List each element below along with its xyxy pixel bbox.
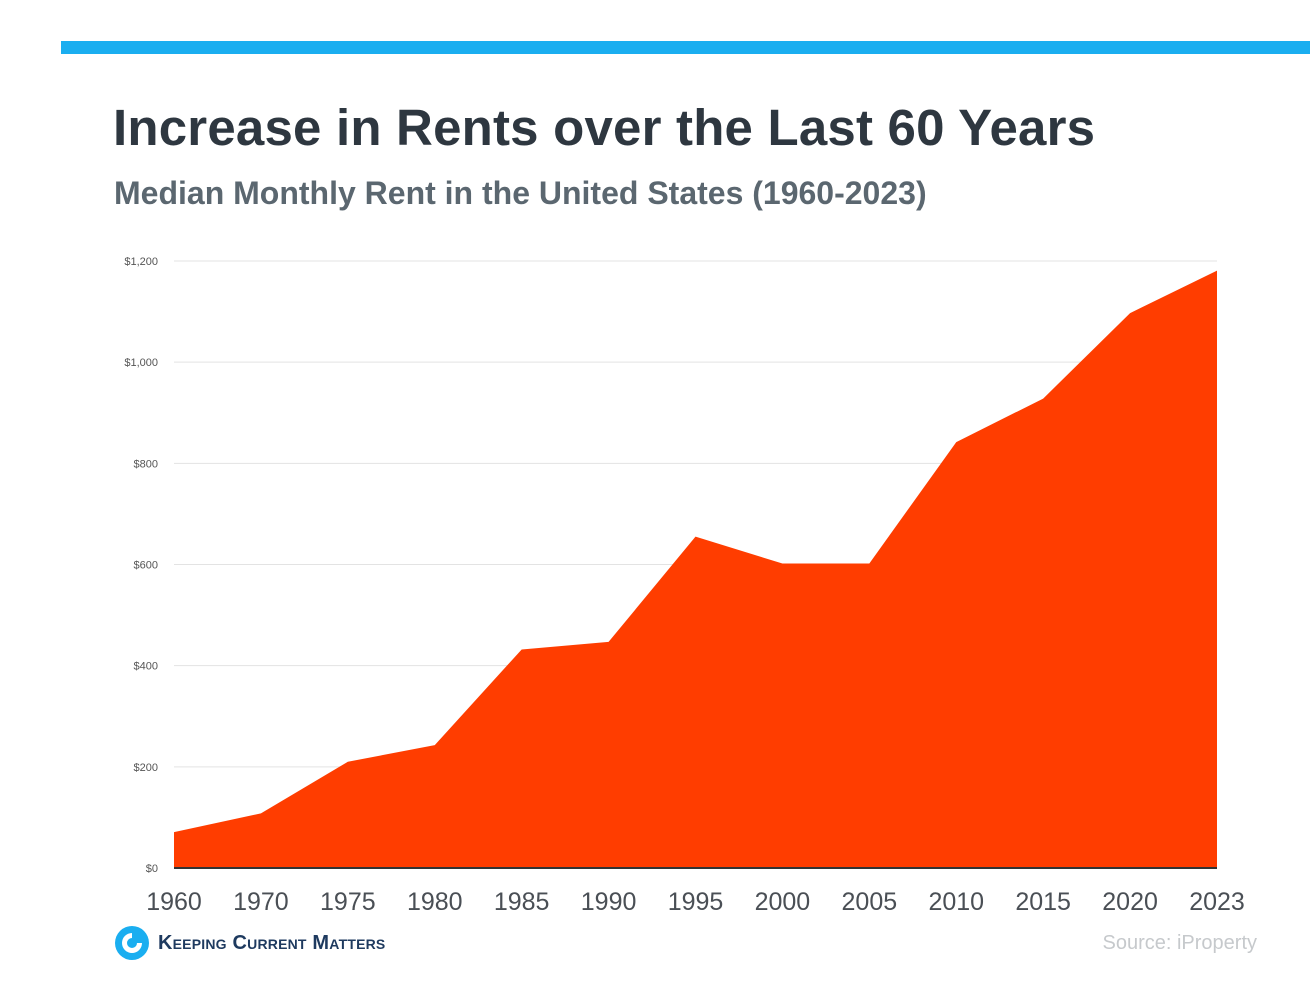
y-tick-label: $1,000: [124, 357, 158, 369]
x-tick-label: 1975: [320, 888, 376, 916]
x-tick-label: 1960: [146, 888, 202, 916]
data-point: [780, 561, 784, 565]
x-tick-label: 2000: [755, 888, 811, 916]
data-point: [172, 830, 176, 834]
data-point: [433, 743, 437, 747]
x-tick-label: 2005: [842, 888, 898, 916]
y-tick-label: $0: [146, 863, 158, 875]
data-point: [694, 535, 698, 539]
chart-title: Increase in Rents over the Last 60 Years: [113, 99, 1096, 156]
data-point: [346, 760, 350, 764]
area-series-median-monthly-rent: [174, 270, 1217, 868]
x-tick-label: 2010: [928, 888, 984, 916]
y-tick-label: $400: [134, 661, 158, 673]
data-point: [1128, 311, 1132, 315]
x-tick-label: 2015: [1015, 888, 1071, 916]
data-point: [520, 647, 524, 651]
y-tick-label: $800: [134, 458, 158, 470]
x-tick-label: 1995: [668, 888, 724, 916]
x-tick-label: 1985: [494, 888, 550, 916]
kcm-logo: Keeping Current Matters: [114, 925, 385, 961]
data-point: [607, 640, 611, 644]
y-tick-label: $200: [134, 762, 158, 774]
x-tick-label: 2023: [1189, 888, 1245, 916]
chart-subtitle: Median Monthly Rent in the United States…: [114, 175, 927, 211]
y-tick-label: $600: [134, 560, 158, 572]
data-point: [1041, 397, 1045, 401]
x-tick-label: 1970: [233, 888, 289, 916]
data-point: [259, 811, 263, 815]
data-point: [954, 440, 958, 444]
data-point: [1215, 269, 1219, 273]
x-tick-label: 1990: [581, 888, 637, 916]
data-point: [867, 561, 871, 565]
source-note: Source: iProperty: [1102, 932, 1257, 954]
x-tick-label: 2020: [1102, 888, 1158, 916]
kcm-swirl-icon: [115, 926, 149, 960]
logo-text: Keeping Current Matters: [158, 931, 386, 954]
x-tick-label: 1980: [407, 888, 463, 916]
y-tick-label: $1,200: [124, 256, 158, 268]
top-accent-bar: [61, 41, 1310, 54]
